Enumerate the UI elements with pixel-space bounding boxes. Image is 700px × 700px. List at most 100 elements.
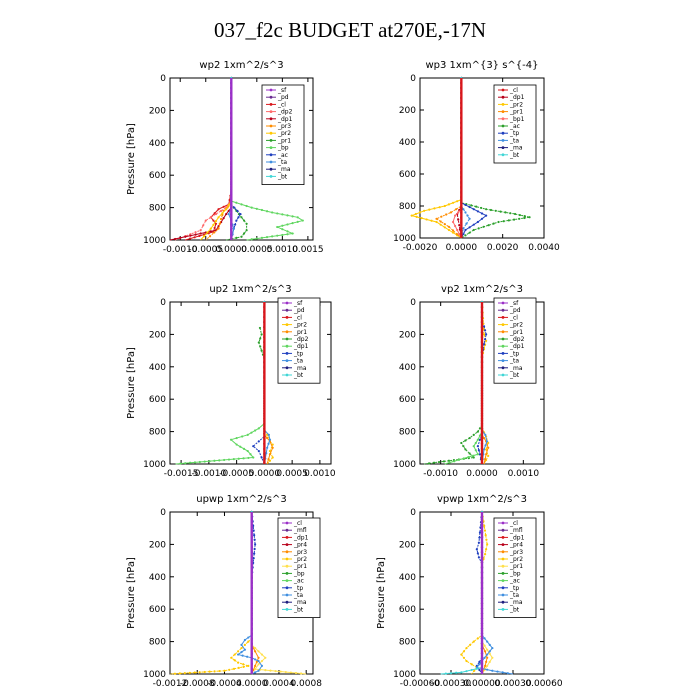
data-point — [485, 333, 488, 336]
data-point — [475, 667, 478, 670]
data-point — [486, 653, 489, 656]
legend-marker — [285, 593, 289, 597]
data-point — [252, 445, 255, 448]
data-point — [478, 663, 481, 666]
data-point — [484, 329, 487, 332]
series-line — [440, 512, 483, 675]
legend-marker — [501, 323, 505, 326]
legend: _sf_pd_cl_pr2_pr1_dp2_dp1_tp_ta_ma_bt — [493, 297, 537, 384]
legend-marker — [501, 521, 505, 525]
y-axis-label: Pressure [hPa] — [126, 557, 137, 629]
data-point — [218, 222, 221, 225]
data-point — [480, 212, 484, 215]
data-point — [247, 664, 250, 668]
data-point — [281, 233, 284, 237]
legend-marker — [285, 557, 289, 561]
data-point — [462, 208, 465, 211]
data-point — [242, 457, 245, 460]
data-point — [472, 454, 475, 457]
data-point — [478, 453, 482, 456]
data-point — [254, 671, 257, 674]
data-point — [482, 333, 486, 336]
legend-marker — [269, 110, 273, 113]
data-point — [487, 441, 490, 445]
data-point — [455, 671, 458, 674]
legend-entry: _pd — [509, 307, 521, 314]
data-point — [254, 658, 257, 661]
legend-entry: _bt — [509, 372, 520, 379]
y-tick-label: 1000 — [143, 670, 166, 680]
legend-marker — [501, 88, 505, 92]
data-point — [223, 458, 226, 462]
panel-1: wp2 1xm^2/s^3 Pressure [hPa] 0 200 400 600 800… — [126, 60, 324, 255]
x-tick-label: -0.0005 — [219, 469, 254, 479]
data-point — [484, 338, 487, 341]
legend-marker — [285, 564, 289, 568]
data-point — [483, 637, 486, 640]
data-point — [235, 201, 238, 204]
data-point — [212, 223, 215, 226]
data-point — [447, 203, 451, 206]
data-point — [443, 226, 446, 229]
data-point — [276, 212, 279, 215]
data-point — [234, 223, 237, 226]
data-point — [437, 460, 441, 464]
x-tick-label: -0.0012 — [153, 679, 188, 689]
data-point — [209, 230, 212, 233]
data-point — [477, 541, 480, 544]
data-point — [460, 671, 463, 674]
data-point — [483, 656, 486, 659]
series-line — [252, 302, 265, 465]
legend-marker — [285, 572, 289, 575]
data-point — [488, 652, 491, 655]
data-point — [247, 636, 250, 639]
data-point — [249, 453, 252, 456]
data-point — [485, 339, 488, 342]
legend-marker — [285, 352, 289, 355]
data-point — [482, 448, 486, 451]
series-line — [444, 302, 483, 465]
data-point — [476, 430, 479, 433]
data-point — [443, 223, 446, 226]
data-point — [518, 217, 521, 220]
data-point — [499, 210, 502, 213]
data-point — [218, 669, 221, 673]
y-tick-label: 0 — [410, 508, 416, 518]
legend-marker — [501, 528, 505, 532]
data-point — [208, 460, 211, 463]
data-point — [257, 669, 260, 672]
y-axis-label: Pressure [hPa] — [126, 123, 137, 195]
legend-marker — [501, 593, 505, 597]
legend-entry: _ma — [293, 365, 307, 372]
data-point — [221, 212, 224, 215]
data-point — [237, 666, 240, 669]
legend-marker — [285, 550, 289, 554]
data-point — [485, 660, 488, 663]
data-point — [271, 446, 274, 449]
data-point — [474, 441, 477, 445]
data-point — [476, 445, 479, 448]
series-line — [410, 78, 462, 239]
data-point — [462, 457, 465, 460]
data-point — [462, 650, 466, 653]
data-point — [213, 226, 216, 229]
data-point — [259, 337, 262, 340]
data-point — [286, 214, 289, 217]
data-point — [257, 341, 260, 344]
data-point — [253, 547, 256, 551]
data-point — [482, 325, 486, 328]
legend-marker — [269, 139, 273, 142]
y-tick-label: 800 — [149, 638, 166, 648]
legend-entry: _dp1 — [277, 116, 293, 123]
data-point — [453, 460, 456, 463]
data-point — [255, 660, 258, 663]
data-point — [486, 668, 489, 671]
data-point — [451, 220, 455, 224]
legend-entry: _bt — [509, 606, 520, 613]
x-tick-label: 0.0008 — [290, 679, 322, 689]
y-tick-label: 0 — [410, 74, 416, 84]
data-point — [477, 227, 480, 230]
x-tick-label: -0.0010 — [191, 469, 226, 479]
series-pr3 — [205, 76, 233, 241]
legend-marker — [501, 359, 505, 362]
